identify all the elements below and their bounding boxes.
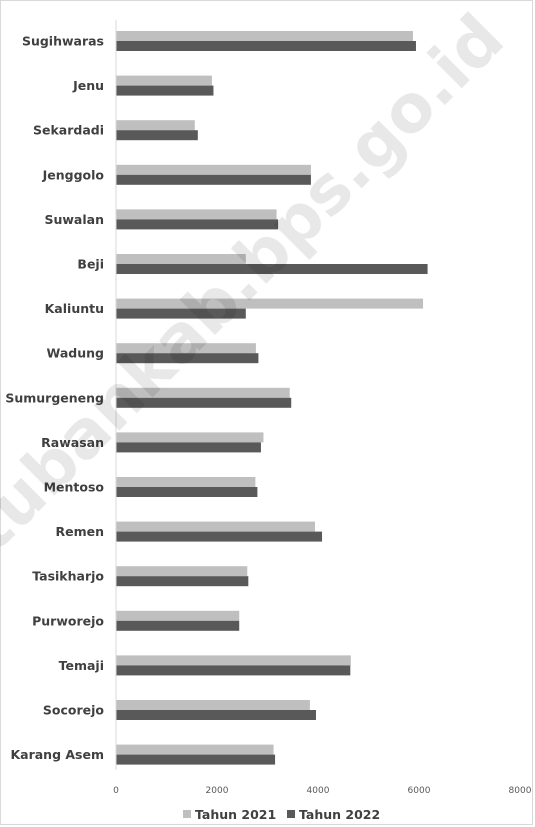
category-label-sumurgeneng: Sumurgeneng — [5, 390, 104, 405]
bar-remen-tahun-2021 — [116, 521, 315, 532]
bar-sugihwaras-tahun-2021 — [116, 31, 413, 41]
bar-tasikharjo-tahun-2022 — [116, 576, 249, 587]
bar-sekardadi-tahun-2022 — [116, 130, 198, 141]
x-axis-ticks: 0 2000 4000 6000 8000 — [113, 786, 532, 796]
category-label-temaji: Temaji — [59, 658, 104, 673]
bar-tasikharjo-tahun-2021 — [116, 566, 248, 577]
bar-sugihwaras-tahun-2022 — [116, 41, 416, 51]
bar-socorejo-tahun-2022 — [116, 710, 316, 720]
bar-purworejo-tahun-2021 — [116, 610, 240, 621]
category-label-suwalan: Suwalan — [44, 212, 104, 227]
category-label-remen: Remen — [55, 524, 104, 539]
bar-socorejo-tahun-2021 — [116, 700, 310, 710]
legend-label-tahun-2022: Tahun 2022 — [299, 807, 380, 822]
category-labels: Sugihwaras Jenu Sekardadi Jenggolo Suwalan Be… — [5, 34, 104, 763]
bar-sumurgeneng-tahun-2021 — [116, 387, 290, 398]
bar-suwalan-tahun-2021 — [116, 209, 277, 220]
bar-purworejo-tahun-2022 — [116, 620, 240, 631]
legend-label-tahun-2021: Tahun 2021 — [195, 807, 276, 822]
bar-beji-tahun-2022 — [116, 264, 428, 274]
legend: Tahun 2021 Tahun 2022 — [183, 807, 380, 822]
legend-swatch-tahun-2022 — [287, 810, 295, 818]
bar-rawasan-tahun-2021 — [116, 432, 264, 443]
x-tick-label-2000: 2000 — [206, 786, 229, 796]
category-label-purworejo: Purworejo — [32, 613, 104, 628]
bar-mentoso-tahun-2022 — [116, 487, 258, 497]
bar-temaji-tahun-2022 — [116, 665, 351, 676]
category-label-wadung: Wadung — [47, 346, 104, 361]
bar-temaji-tahun-2021 — [116, 655, 351, 666]
category-label-beji: Beji — [77, 257, 104, 272]
legend-swatch-tahun-2021 — [183, 810, 191, 818]
category-label-karang-asem: Karang Asem — [10, 747, 104, 762]
bar-kaliuntu-tahun-2021 — [116, 298, 424, 309]
category-label-kaliuntu: Kaliuntu — [45, 301, 104, 316]
category-label-sugihwaras: Sugihwaras — [22, 34, 104, 49]
bar-jenu-tahun-2022 — [116, 85, 214, 96]
x-tick-label-4000: 4000 — [307, 786, 330, 796]
bar-wadung-tahun-2021 — [116, 343, 256, 354]
bar-jenggolo-tahun-2021 — [116, 164, 311, 175]
x-tick-label-6000: 6000 — [408, 786, 431, 796]
bar-suwalan-tahun-2022 — [116, 219, 279, 230]
bar-wadung-tahun-2022 — [116, 353, 259, 364]
bar-jenggolo-tahun-2022 — [116, 174, 311, 185]
bar-mentoso-tahun-2021 — [116, 477, 256, 487]
category-label-jenu: Jenu — [72, 78, 104, 93]
bar-sumurgeneng-tahun-2022 — [116, 397, 292, 408]
bar-sekardadi-tahun-2021 — [116, 120, 195, 131]
category-label-socorejo: Socorejo — [43, 703, 105, 718]
x-tick-label-8000: 8000 — [509, 786, 532, 796]
bar-remen-tahun-2022 — [116, 531, 323, 542]
bar-jenu-tahun-2021 — [116, 75, 212, 86]
category-label-rawasan: Rawasan — [41, 435, 104, 450]
bars-group — [116, 31, 428, 765]
bar-karang-asem-tahun-2022 — [116, 754, 276, 765]
category-label-jenggolo: Jenggolo — [42, 167, 105, 182]
category-label-tasikharjo: Tasikharjo — [32, 569, 104, 584]
bar-karang-asem-tahun-2021 — [116, 744, 274, 755]
category-label-sekardadi: Sekardadi — [33, 123, 104, 138]
category-label-mentoso: Mentoso — [44, 480, 105, 495]
x-tick-label-0: 0 — [113, 786, 119, 796]
bar-beji-tahun-2021 — [116, 254, 246, 264]
bar-kaliuntu-tahun-2022 — [116, 308, 246, 319]
bar-rawasan-tahun-2022 — [116, 442, 261, 453]
